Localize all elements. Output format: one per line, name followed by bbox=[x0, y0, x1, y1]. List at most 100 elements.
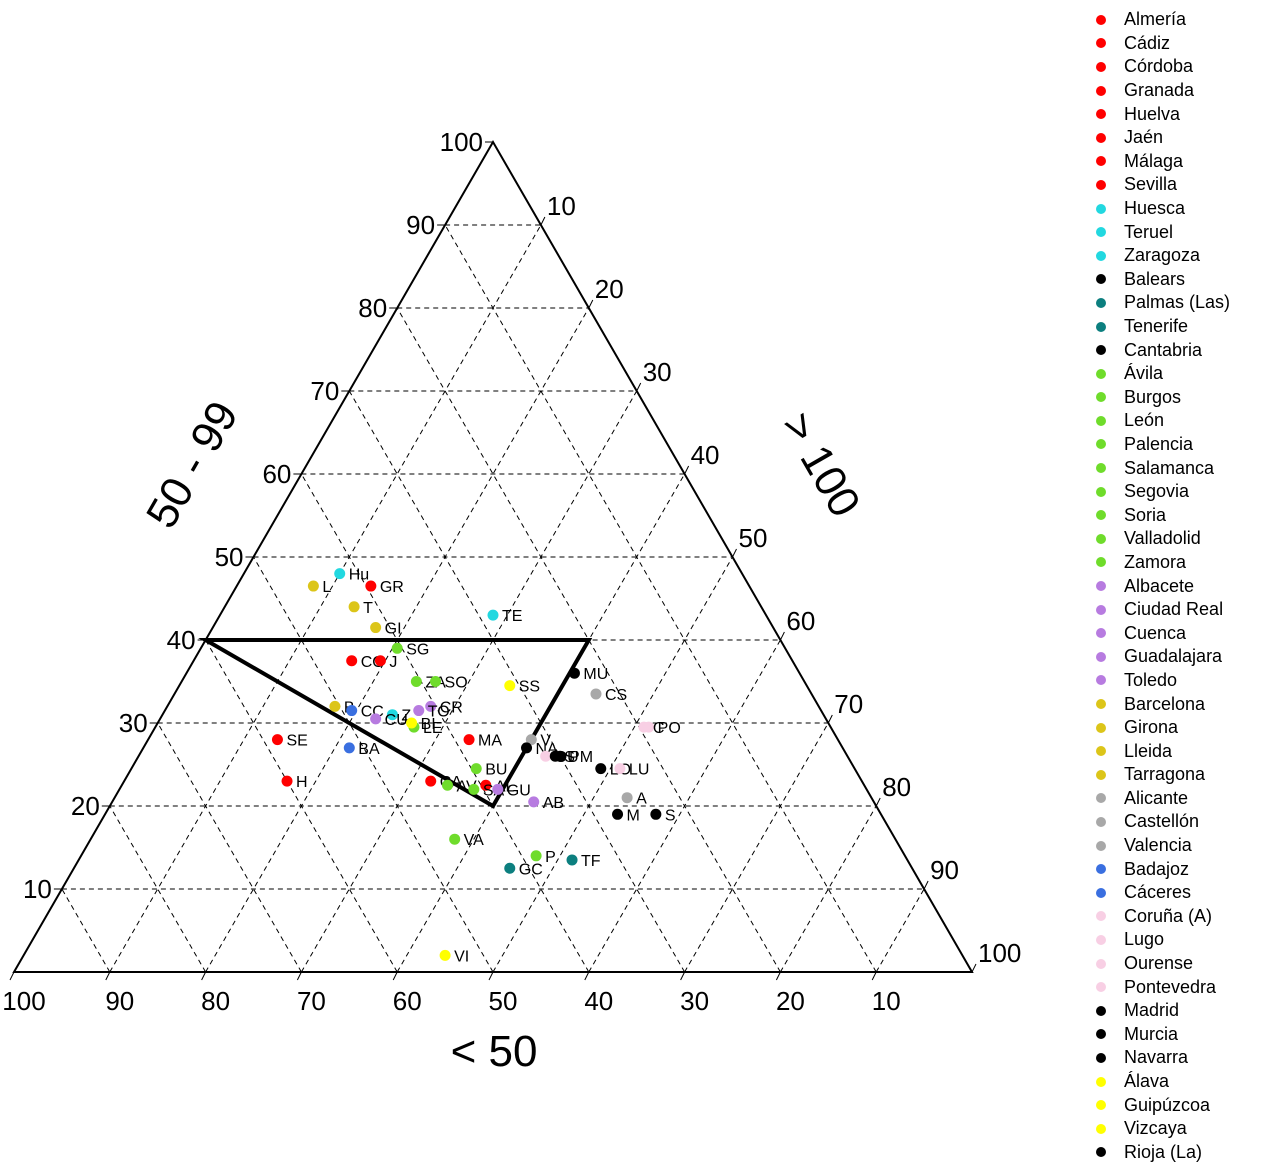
point-label: GR bbox=[380, 579, 404, 596]
legend-item: Murcia bbox=[1092, 1023, 1260, 1047]
point-label: TE bbox=[502, 608, 522, 625]
left-tick-label: 50 bbox=[215, 542, 244, 572]
left-tick-label: 90 bbox=[406, 210, 435, 240]
bottom-tick bbox=[392, 971, 398, 981]
data-point: CS bbox=[590, 687, 627, 704]
point-marker bbox=[441, 779, 453, 791]
gridline-lt50-50 bbox=[253, 556, 494, 973]
legend-item: Cuenca bbox=[1092, 621, 1260, 645]
legend-item: Albacete bbox=[1092, 574, 1260, 598]
legend-label: Barcelona bbox=[1124, 693, 1206, 714]
legend-marker bbox=[1096, 510, 1106, 521]
data-point: V bbox=[525, 733, 551, 750]
gridline-gt100-50 bbox=[492, 556, 733, 973]
point-label: MA bbox=[478, 733, 502, 750]
legend-item: Girona bbox=[1092, 716, 1260, 740]
data-point: SE bbox=[271, 733, 308, 750]
right-tick-label: 20 bbox=[595, 274, 624, 304]
point-label: BU bbox=[485, 762, 507, 779]
point-label: LU bbox=[629, 762, 649, 779]
axis-ticks: 10 20 30 40 50 60 70 80 90 100 10 20 30 40 50 60 70 80 90 1… bbox=[2, 127, 1021, 1016]
data-point: PM bbox=[554, 749, 593, 766]
legend-item: Alicante bbox=[1092, 787, 1260, 811]
right-tick bbox=[540, 216, 546, 226]
bottom-tick bbox=[105, 971, 111, 981]
point-marker bbox=[492, 783, 504, 795]
point-marker bbox=[410, 676, 422, 687]
point-label: M bbox=[627, 807, 640, 824]
point-marker bbox=[391, 642, 403, 654]
point-marker bbox=[525, 734, 537, 746]
gridline-gt100-30 bbox=[300, 390, 638, 973]
point-label: GU bbox=[507, 782, 531, 799]
bottom-tick bbox=[488, 971, 494, 981]
right-tick-label: 30 bbox=[643, 357, 672, 387]
point-label: BA bbox=[358, 741, 380, 758]
legend-marker bbox=[1096, 746, 1106, 757]
point-marker bbox=[307, 580, 319, 592]
point-marker bbox=[370, 713, 382, 725]
gridline-gt100-70 bbox=[684, 722, 829, 973]
left-tick-label: 80 bbox=[358, 293, 387, 323]
legend-marker bbox=[1096, 250, 1106, 261]
legend-label: Tenerife bbox=[1124, 316, 1189, 337]
legend-marker bbox=[1096, 887, 1106, 898]
data-point: J bbox=[374, 654, 397, 671]
data-point: GU bbox=[492, 782, 531, 799]
legend-item: Jaén bbox=[1092, 126, 1260, 150]
point-marker bbox=[621, 792, 633, 804]
point-marker bbox=[348, 601, 360, 613]
gridline-lt50-40 bbox=[300, 473, 590, 973]
point-label: TO bbox=[428, 704, 450, 721]
point-marker bbox=[463, 734, 475, 746]
point-label: BI bbox=[421, 716, 436, 733]
legend-label: Salamanca bbox=[1124, 457, 1215, 478]
legend-label: Huesca bbox=[1124, 198, 1186, 219]
legend-label: Cádiz bbox=[1124, 32, 1171, 53]
legend-item: Coruña (A) bbox=[1092, 905, 1260, 929]
point-marker bbox=[329, 700, 341, 712]
point-marker bbox=[650, 808, 662, 820]
point-label: VI bbox=[454, 948, 469, 965]
legend-label: Castellón bbox=[1124, 811, 1200, 832]
left-tick-label: 100 bbox=[440, 127, 483, 157]
left-tick-label: 70 bbox=[310, 376, 339, 406]
legend-label: Guadalajara bbox=[1124, 646, 1223, 667]
legend-marker bbox=[1096, 345, 1106, 356]
data-point: SG bbox=[391, 641, 429, 658]
point-label: GC bbox=[519, 861, 543, 878]
legend-label: Sevilla bbox=[1124, 174, 1178, 195]
bottom-tick bbox=[9, 971, 15, 981]
legend-marker bbox=[1096, 911, 1106, 922]
legend-item: Zaragoza bbox=[1092, 244, 1260, 268]
data-point: S bbox=[650, 807, 676, 824]
point-marker bbox=[612, 808, 624, 820]
data-point: C bbox=[638, 720, 664, 737]
bottom-tick bbox=[584, 971, 590, 981]
triangle-frame bbox=[12, 139, 974, 973]
legend-item: Tenerife bbox=[1092, 315, 1260, 339]
gridline-lt50-70 bbox=[157, 722, 302, 973]
gridline-lt50-90 bbox=[61, 888, 111, 973]
legend-marker bbox=[1096, 297, 1106, 308]
legend-marker bbox=[1096, 699, 1106, 710]
data-point: MA bbox=[463, 733, 502, 750]
data-point: M bbox=[612, 807, 640, 824]
point-label: S bbox=[665, 807, 676, 824]
legend-label: Valencia bbox=[1124, 835, 1192, 856]
legend-item: Almería bbox=[1092, 8, 1260, 32]
legend-label: Lugo bbox=[1124, 929, 1165, 950]
bottom-tick-label: 70 bbox=[297, 986, 326, 1016]
legend-item: Guipúzcoa bbox=[1092, 1093, 1260, 1117]
data-point: TF bbox=[566, 853, 601, 870]
legend-label: León bbox=[1124, 410, 1165, 431]
legend-label: Coruña (A) bbox=[1124, 905, 1213, 926]
data-point: BA bbox=[343, 741, 380, 758]
point-label: PM bbox=[569, 749, 593, 766]
data-point: MU bbox=[568, 666, 608, 683]
bottom-tick-label: 90 bbox=[105, 986, 134, 1016]
bottom-tick-label: 60 bbox=[393, 986, 422, 1016]
right-tick-label: 100 bbox=[978, 938, 1021, 968]
point-label: SG bbox=[406, 641, 429, 658]
left-tick-label: 40 bbox=[167, 625, 196, 655]
